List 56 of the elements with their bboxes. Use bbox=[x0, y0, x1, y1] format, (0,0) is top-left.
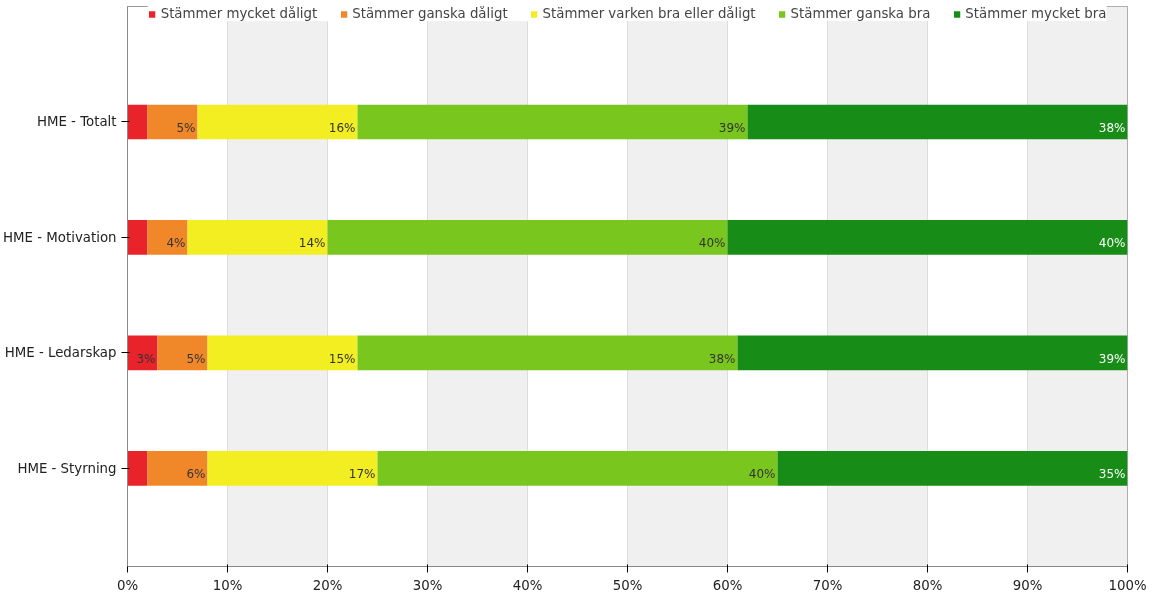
bar bbox=[207, 451, 378, 486]
bar bbox=[737, 335, 1128, 371]
x-tick-label: 20% bbox=[312, 577, 343, 593]
y-tick-label: HME - Ledarskap bbox=[4, 345, 117, 361]
data-label: 5% bbox=[186, 351, 206, 366]
data-label: 40% bbox=[748, 467, 776, 482]
bar bbox=[187, 220, 328, 255]
bar bbox=[127, 104, 148, 140]
data-label: 39% bbox=[718, 120, 746, 135]
data-label: 4% bbox=[166, 236, 186, 251]
x-tick-label: 100% bbox=[1108, 577, 1147, 593]
bar bbox=[357, 104, 748, 140]
x-tick-label: 70% bbox=[812, 577, 843, 593]
y-tick-label: HME - Totalt bbox=[36, 114, 117, 130]
data-label: 40% bbox=[698, 236, 726, 251]
bar bbox=[127, 220, 148, 255]
y-tick-label: HME - Styrning bbox=[17, 460, 117, 476]
x-tick-label: 50% bbox=[612, 577, 643, 593]
legend-label: Stämmer ganska bra bbox=[790, 6, 931, 21]
legend-label: Stämmer varken bra eller dåligt bbox=[542, 6, 756, 21]
x-tick-label: 60% bbox=[712, 577, 743, 593]
data-label: 5% bbox=[176, 120, 196, 135]
x-tick-label: 0% bbox=[116, 577, 139, 593]
legend-label: Stämmer mycket bra bbox=[965, 6, 1107, 21]
legend-label: Stämmer mycket dåligt bbox=[160, 6, 318, 21]
data-label: 38% bbox=[1098, 120, 1126, 135]
x-tick-label: 10% bbox=[212, 577, 243, 593]
data-label: 3% bbox=[136, 351, 156, 366]
y-tick-label: HME - Motivation bbox=[3, 229, 117, 245]
bar bbox=[147, 220, 188, 255]
bar bbox=[197, 104, 358, 140]
bar bbox=[147, 451, 208, 486]
bar bbox=[327, 220, 728, 255]
data-label: 40% bbox=[1098, 236, 1126, 251]
bar bbox=[147, 104, 198, 140]
bar bbox=[747, 104, 1128, 140]
data-label: 15% bbox=[328, 351, 356, 366]
bar bbox=[727, 220, 1128, 255]
data-label: 16% bbox=[328, 120, 356, 135]
data-label: 39% bbox=[1098, 351, 1126, 366]
x-tick-label: 40% bbox=[512, 577, 543, 593]
bar bbox=[377, 451, 778, 486]
data-label: 17% bbox=[348, 467, 376, 482]
x-tick-label: 80% bbox=[912, 577, 943, 593]
x-tick-label: 30% bbox=[412, 577, 443, 593]
x-tick-label: 90% bbox=[1012, 577, 1043, 593]
bar bbox=[157, 335, 208, 371]
data-label: 14% bbox=[298, 236, 326, 251]
bar bbox=[127, 451, 148, 486]
data-label: 35% bbox=[1098, 467, 1126, 482]
bar bbox=[357, 335, 738, 371]
bar bbox=[207, 335, 358, 371]
data-label: 38% bbox=[708, 351, 736, 366]
bar bbox=[777, 451, 1128, 486]
data-label: 6% bbox=[186, 467, 206, 482]
legend-label: Stämmer ganska dåligt bbox=[352, 6, 508, 21]
